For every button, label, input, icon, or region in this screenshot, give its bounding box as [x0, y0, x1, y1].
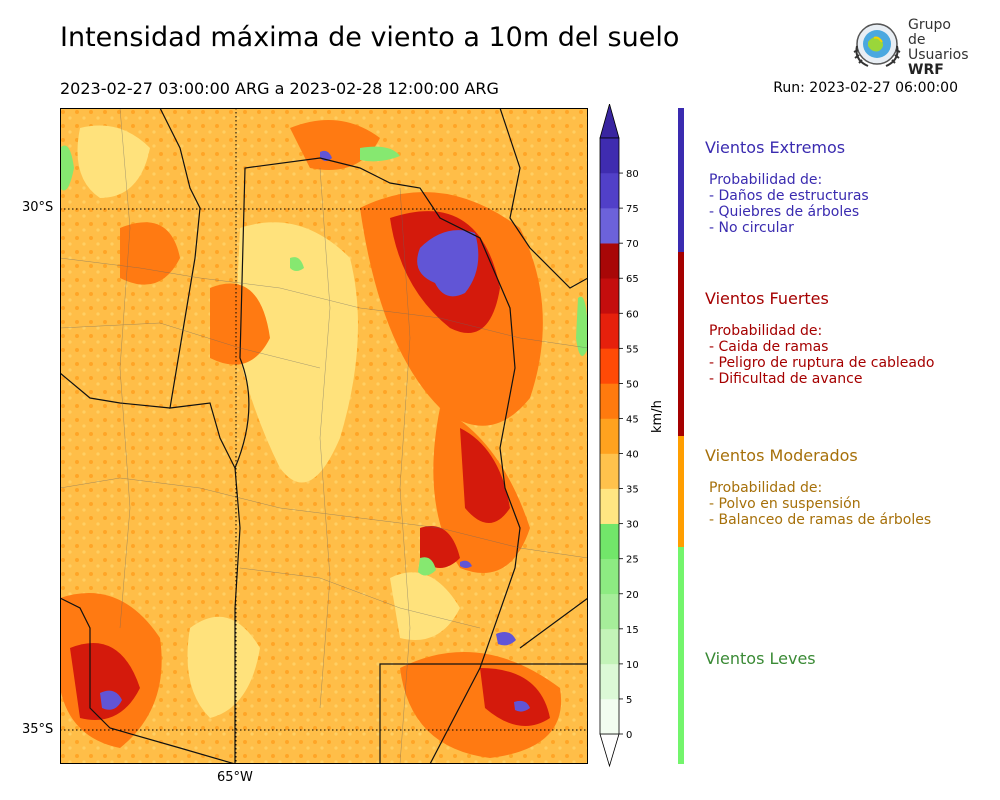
colorbar-tick-label: 40 [626, 450, 639, 461]
colorbar-tick-label: 5 [626, 695, 632, 706]
wind-speed-colorbar: 0 5 10 15 20 25 30 35 40 45 50 55 60 65 70 75 80 [599, 104, 639, 768]
category-bar-leves [678, 547, 684, 764]
longitude-label-65w: 65°W [217, 770, 253, 785]
colorbar-swatch [600, 383, 619, 419]
latitude-label-30s: 30°S [22, 200, 54, 215]
category-bar-fuertes [678, 252, 684, 436]
wind-intensity-map [60, 108, 588, 764]
wrf-users-group-logo: Grupo de Usuarios WRF [848, 16, 970, 78]
colorbar-swatch [600, 418, 619, 454]
colorbar-swatch [600, 628, 619, 665]
category-bar-extremos [678, 108, 684, 252]
extreme-wind-areas [100, 150, 530, 712]
logo-text: Grupo de Usuarios WRF [908, 17, 969, 78]
department-borders [60, 108, 588, 764]
colorbar-over-arrow [599, 104, 620, 139]
map-frame [60, 108, 588, 764]
colorbar-swatch [600, 698, 619, 735]
colorbar-tick-label: 65 [626, 274, 639, 285]
colorbar-swatch [600, 173, 619, 209]
category-desc-extremos: Probabilidad de: - Daños de estructuras … [709, 172, 869, 236]
colorbar-tick-label: 70 [626, 239, 639, 250]
map-title: Intensidad máxima de viento a 10m del su… [60, 22, 680, 53]
category-title-leves: Vientos Leves [705, 649, 816, 668]
category-bar-moderados [678, 436, 684, 547]
colorbar-swatch [600, 558, 619, 595]
category-title-fuertes: Vientos Fuertes [705, 289, 829, 308]
colorbar-swatch [600, 488, 619, 524]
colorbar-tick-label: 0 [626, 730, 632, 741]
province-borders [60, 108, 588, 764]
category-title-extremos: Vientos Extremos [705, 138, 846, 157]
graticule [60, 108, 588, 764]
colorbar-tick-label: 60 [626, 309, 639, 320]
category-title-moderados: Vientos Moderados [705, 446, 858, 465]
colorbar-swatch [600, 313, 619, 349]
forecast-period: 2023-02-27 03:00:00 ARG a 2023-02-28 12:… [60, 79, 499, 98]
colorbar-swatch [600, 593, 619, 630]
colorbar-swatch [600, 663, 619, 700]
colorbar-tick-label: 10 [626, 660, 639, 671]
model-run-time: Run: 2023-02-27 06:00:00 [773, 80, 958, 96]
colorbar-frame [599, 137, 620, 735]
light-wind-areas [60, 145, 588, 576]
colorbar-tick-label: 55 [626, 344, 639, 355]
colorbar-swatch [600, 278, 619, 314]
latitude-label-35s: 35°S [22, 722, 54, 737]
colorbar-under-arrow [599, 733, 620, 768]
colorbar-swatch [600, 523, 619, 560]
colorbar-swatch [600, 138, 619, 174]
category-desc-fuertes: Probabilidad de: - Caida de ramas - Peli… [709, 323, 935, 387]
colorbar-swatch [600, 348, 619, 384]
globe-emblem-icon [853, 23, 901, 67]
colorbar-swatch [600, 243, 619, 279]
colorbar-tick-label: 50 [626, 379, 639, 390]
colorbar-tick-label: 35 [626, 485, 639, 496]
colorbar-tick-label: 80 [626, 169, 639, 180]
colorbar-tick-label: 25 [626, 555, 639, 566]
colorbar-tick-label: 20 [626, 590, 639, 601]
colorbar-tick-label: 15 [626, 625, 639, 636]
colorbar-tick-label: 30 [626, 520, 639, 531]
colorbar-swatch [600, 208, 619, 244]
colorbar-tick-label: 75 [626, 204, 639, 215]
colorbar-swatch [600, 453, 619, 489]
colorbar-tick-label: 45 [626, 414, 639, 425]
moderate-wind-areas [77, 125, 460, 718]
colorbar-unit-label: km/h [650, 400, 665, 433]
category-desc-moderados: Probabilidad de: - Polvo en suspensión -… [709, 480, 932, 528]
